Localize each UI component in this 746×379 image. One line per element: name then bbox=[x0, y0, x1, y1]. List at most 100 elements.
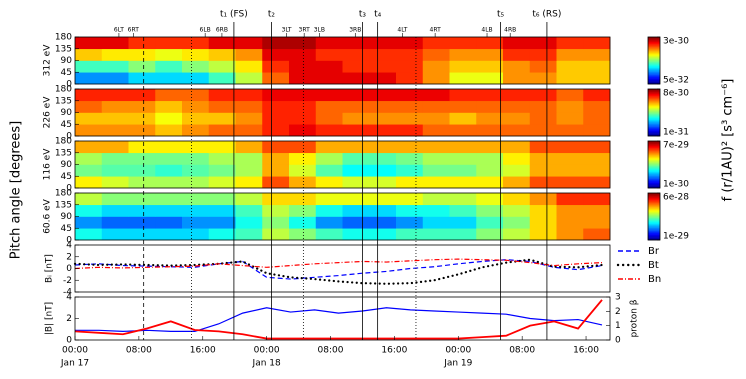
colorbar-step bbox=[648, 202, 660, 204]
colorbar-step bbox=[648, 215, 660, 217]
heatmap-cell bbox=[503, 204, 531, 217]
heatmap-cell bbox=[182, 48, 210, 61]
colorbar-step bbox=[648, 173, 660, 176]
colorbar-step bbox=[648, 101, 660, 104]
colorbar-step bbox=[648, 124, 660, 126]
heatmap-cell bbox=[289, 37, 317, 50]
heatmap-cell bbox=[449, 204, 477, 217]
colorbar-step bbox=[648, 143, 660, 145]
colorbar-step bbox=[648, 149, 660, 151]
colorbar-step bbox=[648, 90, 660, 92]
heatmap-cell bbox=[342, 152, 370, 165]
series-line bbox=[74, 299, 603, 340]
heatmap-cell bbox=[583, 60, 611, 73]
heatmap-cell bbox=[315, 37, 343, 50]
event-label: t₃ bbox=[359, 10, 367, 20]
heatmap-cell bbox=[396, 48, 424, 61]
colorbar-step bbox=[648, 80, 660, 82]
heatmap-cell bbox=[235, 37, 263, 50]
colorbar-step bbox=[648, 207, 660, 209]
colorbar-step bbox=[648, 79, 660, 81]
heatmap-cell bbox=[315, 193, 343, 206]
heatmap-cell bbox=[75, 204, 103, 217]
heatmap-cell bbox=[182, 164, 210, 177]
heatmap-cell bbox=[583, 228, 611, 241]
colorbar-step bbox=[648, 64, 660, 66]
heatmap-cell bbox=[262, 176, 290, 189]
y2-axis-label: proton β bbox=[630, 299, 640, 337]
colorbar-step bbox=[648, 53, 660, 55]
heatmap-cell bbox=[182, 193, 210, 206]
heatmap-cell bbox=[208, 204, 236, 217]
heatmap-cell bbox=[182, 216, 210, 229]
colorbar-step bbox=[648, 49, 660, 52]
heatmap-cell bbox=[315, 48, 343, 61]
heatmap-cell bbox=[529, 176, 557, 189]
heatmap-cell bbox=[342, 141, 370, 154]
heatmap-cell bbox=[155, 100, 183, 113]
panel-frame bbox=[74, 88, 611, 137]
y-axis-label: Bᵢ [nT] bbox=[45, 254, 55, 283]
colorbar-step bbox=[648, 110, 660, 112]
heatmap-cell bbox=[449, 60, 477, 73]
colorbar-step bbox=[648, 194, 660, 196]
heatmap-cell bbox=[503, 72, 531, 85]
colorbar-step bbox=[648, 112, 660, 114]
heatmap-cell bbox=[235, 48, 263, 61]
heatmap-cell bbox=[556, 216, 584, 229]
heatmap-cell bbox=[396, 204, 424, 217]
heatmap-cell bbox=[128, 193, 156, 206]
heatmap-cell bbox=[315, 176, 343, 189]
colorbar-step bbox=[648, 113, 660, 116]
colorbar-step bbox=[648, 222, 660, 224]
colorbar-step bbox=[648, 162, 660, 164]
colorbar-step bbox=[648, 164, 660, 166]
x-tick-label: 08:00 bbox=[318, 346, 344, 356]
x-tick-date: Jan 18 bbox=[252, 359, 281, 369]
heatmap-cell bbox=[128, 141, 156, 154]
heatmap-cell bbox=[75, 100, 103, 113]
series-line bbox=[73, 258, 604, 285]
colorbar-step bbox=[648, 105, 660, 107]
colorbar-step bbox=[648, 186, 660, 189]
series-line bbox=[74, 258, 603, 270]
heatmap-cell bbox=[75, 89, 103, 102]
x-tick-label: 16:00 bbox=[381, 346, 407, 356]
heatmap-cell bbox=[422, 48, 450, 61]
colorbar-step bbox=[648, 75, 660, 78]
heatmap-cell bbox=[342, 48, 370, 61]
colorbar-step bbox=[648, 51, 660, 53]
heatmap-cell bbox=[369, 112, 397, 125]
heatmap-cell bbox=[342, 72, 370, 85]
colorbar-step bbox=[648, 133, 660, 136]
heatmap-cell bbox=[369, 124, 397, 137]
heatmap-cell bbox=[101, 193, 129, 206]
heatmap-cell bbox=[289, 48, 317, 61]
colorbar-step bbox=[648, 37, 660, 39]
colorbar-tick-label: 3e-30 bbox=[663, 37, 689, 47]
heatmap-cell bbox=[235, 100, 263, 113]
heatmap-cell bbox=[556, 164, 584, 177]
colorbar-tick-label: 5e-32 bbox=[663, 76, 689, 86]
heatmap-cell bbox=[182, 204, 210, 217]
colorbar-step bbox=[648, 151, 660, 154]
heatmap-cell bbox=[369, 100, 397, 113]
colorbar-tick-label: 1e-29 bbox=[663, 232, 689, 242]
colorbar-step bbox=[648, 179, 660, 182]
heatmap-cell bbox=[556, 89, 584, 102]
boundary-label: 3LT bbox=[282, 27, 292, 34]
heatmap-cell bbox=[529, 152, 557, 165]
heatmap-cell bbox=[182, 100, 210, 113]
colorbar-step bbox=[648, 196, 660, 198]
heatmap-cell bbox=[529, 141, 557, 154]
colorbar-step bbox=[648, 103, 660, 105]
heatmap-cell bbox=[182, 228, 210, 241]
heatmap-cell bbox=[449, 100, 477, 113]
heatmap-cell bbox=[315, 89, 343, 102]
heatmap-cell bbox=[289, 60, 317, 73]
heatmap-cell bbox=[449, 216, 477, 229]
boundary-label: 3LB bbox=[314, 27, 325, 34]
heatmap-cell bbox=[449, 124, 477, 137]
boundary-label: 4RB bbox=[504, 27, 516, 34]
heatmap-cell bbox=[342, 216, 370, 229]
